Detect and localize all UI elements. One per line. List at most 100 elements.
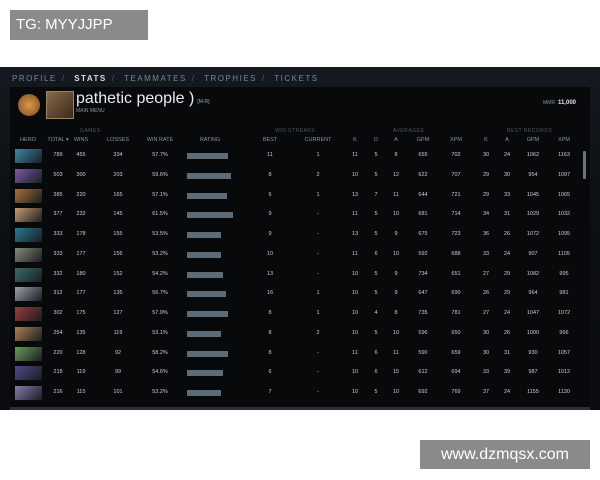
hero-portrait-icon[interactable] <box>15 149 42 163</box>
rating-bar <box>187 153 228 159</box>
table-row[interactable]: 385 220 165 57.1% 6 1 13 7 11 644 721 29 33 1045 1065 <box>10 187 580 205</box>
column-header-avg-assists[interactable]: A <box>394 137 398 143</box>
column-header-avg-deaths[interactable]: D <box>374 137 378 143</box>
cell-avg-deaths: 6 <box>374 250 378 257</box>
cell-current-streak: 1 <box>316 310 320 316</box>
cell-avg-assists: 10 <box>392 250 400 257</box>
hero-portrait-icon[interactable] <box>15 287 42 302</box>
table-row[interactable]: 377 232 145 61.5% 9 - 11 5 10 681 714 34 31 1029 1032 <box>10 206 580 224</box>
hero-portrait-icon[interactable] <box>15 188 42 203</box>
player-tag: [M-R] <box>197 99 210 105</box>
hero-portrait-icon[interactable] <box>15 228 42 242</box>
table-row[interactable]: 332 180 152 54.2% 13 - 10 5 9 734 651 27 29 1082 995 <box>10 266 580 284</box>
cell-avg-xpm: 702 <box>451 152 461 158</box>
cell-best-streak: 13 <box>266 270 274 277</box>
main-menu-link[interactable]: MAIN MENU <box>76 108 105 114</box>
column-header-current-streak[interactable]: CURRENT <box>304 137 332 143</box>
column-header-losses[interactable]: LOSSES <box>106 137 130 143</box>
nav-profile[interactable]: PROFILE <box>12 74 57 83</box>
table-row[interactable]: 333 177 156 53.2% 10 - 11 6 10 592 688 33 24 907 1105 <box>10 246 580 264</box>
cell-best-xpm: 1095 <box>557 231 571 237</box>
table-row[interactable]: 789 455 334 57.7% 11 1 11 5 8 655 702 30 24 1062 1163 <box>10 147 580 165</box>
column-header-best-gpm[interactable]: GPM <box>526 137 540 143</box>
cell-best-xpm: 981 <box>559 290 569 297</box>
cell-best-gpm: 954 <box>528 171 538 178</box>
cell-avg-assists: 10 <box>392 211 400 218</box>
column-header-avg-gpm[interactable]: GPM <box>416 137 430 143</box>
hero-portrait-icon[interactable] <box>15 247 42 262</box>
column-header-rating[interactable]: RATING <box>199 137 221 143</box>
hero-portrait-icon[interactable] <box>15 168 42 183</box>
rating-bar <box>187 232 221 238</box>
cell-win-rate: 57.9% <box>152 310 168 316</box>
cell-avg-xpm: 714 <box>451 211 461 218</box>
cell-wins: 177 <box>76 250 86 257</box>
cell-total: 503 <box>53 171 63 178</box>
cell-current-streak: 1 <box>316 290 320 297</box>
table-row[interactable]: 312 177 135 56.7% 16 1 10 5 9 647 690 26 29 964 981 <box>10 285 580 303</box>
hero-portrait-icon[interactable] <box>15 307 42 321</box>
column-header-hero[interactable]: HERO <box>20 137 36 143</box>
column-header-wins[interactable]: WINS <box>73 137 89 143</box>
cell-avg-gpm: 622 <box>418 171 428 178</box>
table-row[interactable]: 220 128 92 58.2% 8 - 11 6 11 590 659 30 31 930 1057 <box>10 345 580 363</box>
table-row[interactable]: 302 175 127 57.9% 8 1 10 4 8 735 781 27 24 1047 1072 <box>10 305 580 323</box>
column-header-best-xpm[interactable]: XPM <box>558 137 570 143</box>
table-row[interactable]: 503 300 203 59.6% 8 2 10 5 12 622 707 29 30 954 1097 <box>10 167 580 185</box>
column-header-avg-kills[interactable]: K <box>353 137 357 143</box>
rating-bar <box>187 271 223 278</box>
cell-best-kills: 30 <box>482 152 490 158</box>
cell-total: 333 <box>53 250 63 257</box>
rating-bar <box>187 192 227 199</box>
hero-portrait-icon[interactable] <box>15 208 42 223</box>
nav-teammates[interactable]: TEAMMATES <box>124 74 187 83</box>
cell-avg-assists: 9 <box>394 290 398 297</box>
mmr-value: 11,000 <box>557 100 576 106</box>
cell-best-gpm: 907 <box>528 250 538 257</box>
rating-bar <box>187 291 226 298</box>
cell-current-streak: - <box>317 211 319 218</box>
hero-portrait-icon[interactable] <box>15 386 42 400</box>
table-row[interactable]: 216 115 101 53.2% 7 - 10 5 10 692 769 37 24 1155 1130 <box>10 384 580 402</box>
hero-portrait-icon[interactable] <box>15 267 42 282</box>
table-row[interactable]: 333 178 155 53.5% 9 - 13 5 9 675 723 36 26 1072 1095 <box>10 226 580 244</box>
cell-avg-deaths: 5 <box>374 389 378 395</box>
nav-trophies[interactable]: TROPHIES <box>204 74 257 83</box>
cell-best-xpm: 1057 <box>557 349 571 356</box>
column-header-best-kills[interactable]: K <box>484 137 488 143</box>
nav-tickets[interactable]: TICKETS <box>274 74 319 83</box>
cell-losses: 99 <box>114 369 122 376</box>
cell-best-kills: 29 <box>482 171 490 178</box>
column-header-best-streak[interactable]: BEST <box>262 137 278 143</box>
cell-avg-gpm: 612 <box>418 369 428 376</box>
cell-best-xpm: 1012 <box>557 369 571 376</box>
scrollbar[interactable] <box>583 151 586 179</box>
cell-wins: 455 <box>76 152 86 158</box>
column-header-win-rate[interactable]: WIN RATE <box>146 137 174 143</box>
cell-win-rate: 53.2% <box>152 389 168 395</box>
nav-stats[interactable]: STATS <box>74 74 107 83</box>
column-header-best-assists[interactable]: A <box>505 137 509 143</box>
hero-portrait-icon[interactable] <box>15 346 42 361</box>
hero-portrait-icon[interactable] <box>15 366 42 381</box>
cell-losses: 156 <box>113 250 123 257</box>
table-row[interactable]: 254 135 119 53.1% 8 2 10 5 10 596 650 30 26 1000 966 <box>10 325 580 343</box>
avatar[interactable] <box>46 91 74 119</box>
cell-losses: 92 <box>114 349 122 356</box>
cell-avg-assists: 9 <box>394 270 398 277</box>
cell-wins: 128 <box>76 349 86 356</box>
group-averages: AVERAGES <box>393 128 425 134</box>
cell-wins: 175 <box>76 310 86 316</box>
cell-current-streak: - <box>317 270 319 277</box>
cell-avg-deaths: 6 <box>374 349 378 356</box>
cell-best-assists: 26 <box>503 329 511 336</box>
cell-avg-kills: 10 <box>351 389 359 395</box>
cell-avg-xpm: 651 <box>451 270 461 277</box>
cell-win-rate: 57.7% <box>152 152 168 158</box>
cell-avg-gpm: 590 <box>418 349 428 356</box>
column-header-total[interactable]: TOTAL ▾ <box>47 137 69 143</box>
table-row[interactable]: 218 119 99 54.6% 6 - 10 6 15 612 694 33 39 987 1012 <box>10 364 580 382</box>
column-header-avg-xpm[interactable]: XPM <box>450 137 462 143</box>
hero-portrait-icon[interactable] <box>15 326 42 341</box>
cell-total: 254 <box>53 329 63 336</box>
